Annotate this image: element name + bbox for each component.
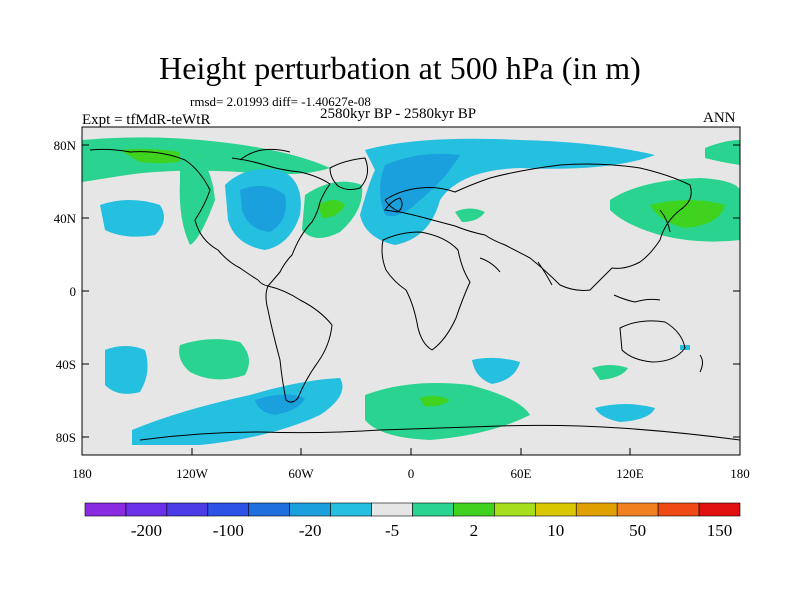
season-label: ANN bbox=[703, 110, 736, 126]
x-tick-label: 180 bbox=[730, 466, 750, 481]
colorbar-swatch bbox=[371, 502, 413, 517]
experiment-label: Expt = tfMdR-teWtR bbox=[82, 112, 211, 128]
coast-africa bbox=[381, 231, 471, 351]
anomaly-north-pacific-blue bbox=[100, 200, 164, 237]
anomaly-europe-blue-core bbox=[380, 153, 460, 216]
colorbar-swatch bbox=[657, 502, 700, 517]
coast-new-zealand bbox=[699, 354, 703, 373]
colorbar-swatch bbox=[166, 502, 209, 517]
coast-eurasia bbox=[384, 163, 692, 291]
colorbar-swatch bbox=[289, 502, 331, 517]
colorbar-label: -200 bbox=[131, 521, 162, 540]
colorbar-swatch bbox=[84, 502, 127, 517]
colorbar-label: 2 bbox=[470, 521, 479, 540]
coast-north-america-east bbox=[231, 157, 331, 287]
colorbar-swatch bbox=[494, 502, 536, 517]
y-tick-label: 0 bbox=[70, 284, 77, 299]
x-tick-label: 0 bbox=[408, 466, 415, 481]
anomaly-southeast-indian-blue bbox=[595, 404, 655, 422]
coast-greenland bbox=[329, 157, 369, 191]
x-tick-label: 180 bbox=[72, 466, 92, 481]
coast-india bbox=[537, 261, 553, 286]
x-tick-labels: 180 120W 60W 0 60E 120E 180 bbox=[72, 466, 750, 481]
period-label: 2580kyr BP - 2580kyr BP bbox=[320, 106, 477, 122]
coast-japan bbox=[659, 209, 671, 233]
anomaly-south-pacific-green bbox=[179, 339, 249, 380]
y-tick-labels: 80N 40N 0 40S 80S bbox=[54, 138, 77, 445]
coast-south-america bbox=[265, 285, 333, 403]
colorbar-swatch bbox=[453, 502, 495, 517]
y-tick-label: 40S bbox=[56, 357, 76, 372]
anomaly-indian-ocean-blue bbox=[472, 357, 520, 384]
colorbar-labels: -200 -100 -20 -5 2 10 50 150 bbox=[131, 521, 732, 540]
colorbar-label: 10 bbox=[547, 521, 564, 540]
anomaly-north-atlantic-green-core bbox=[318, 200, 345, 218]
colorbar-swatch bbox=[575, 502, 618, 517]
anomaly-caspian-green bbox=[455, 208, 485, 222]
x-tick-label: 120E bbox=[616, 466, 644, 481]
y-tick-label: 40N bbox=[54, 211, 77, 226]
colorbar-label: 150 bbox=[707, 521, 733, 540]
anomaly-bering-green bbox=[705, 140, 740, 165]
anomaly-south-atlantic-green bbox=[365, 382, 530, 440]
coast-arabia bbox=[479, 257, 501, 273]
anomaly-north-america-blue-core bbox=[240, 186, 286, 232]
coast-north-america-west bbox=[89, 148, 269, 287]
y-tick-marks bbox=[82, 144, 740, 438]
colorbar-swatch bbox=[616, 502, 659, 517]
y-tick-label: 80N bbox=[54, 138, 77, 153]
colorbar-swatch bbox=[698, 502, 741, 517]
map-title: Height perturbation at 500 hPa (in m) bbox=[159, 50, 641, 86]
x-tick-marks bbox=[81, 448, 741, 455]
colorbar-label: -20 bbox=[299, 521, 322, 540]
anomaly-southern-indian-green bbox=[592, 365, 628, 380]
colorbar-swatch bbox=[248, 502, 290, 517]
coast-british-isles bbox=[384, 197, 403, 213]
rmsd-diff-text: rmsd= 2.01993 diff= -1.40627e-08 bbox=[190, 94, 371, 109]
coast-australia bbox=[619, 320, 686, 363]
colorbar-swatch bbox=[207, 502, 250, 517]
colorbar-swatch bbox=[535, 502, 577, 517]
map-plot-area bbox=[82, 127, 740, 455]
anomaly-drake-passage-blue-core bbox=[255, 394, 305, 415]
colorbar-label: -100 bbox=[213, 521, 244, 540]
colorbar-swatch bbox=[125, 502, 168, 517]
coastlines bbox=[89, 148, 740, 441]
colorbar bbox=[84, 502, 741, 517]
coast-indonesia bbox=[613, 294, 661, 303]
x-tick-label: 60W bbox=[288, 466, 314, 481]
colorbar-swatch bbox=[330, 502, 372, 517]
coast-antarctica bbox=[139, 424, 740, 441]
colorbar-label: 50 bbox=[629, 521, 646, 540]
coast-arctic-islands bbox=[239, 148, 291, 161]
anomaly-west-canada-green bbox=[179, 150, 215, 245]
x-tick-label: 60E bbox=[511, 466, 532, 481]
x-tick-label: 120W bbox=[176, 466, 209, 481]
anomaly-south-atlantic-green-core bbox=[420, 395, 450, 407]
y-tick-label: 80S bbox=[56, 430, 76, 445]
colorbar-label: -5 bbox=[385, 521, 399, 540]
anomaly-south-pacific-blue bbox=[105, 346, 148, 394]
colorbar-swatch bbox=[412, 502, 454, 517]
